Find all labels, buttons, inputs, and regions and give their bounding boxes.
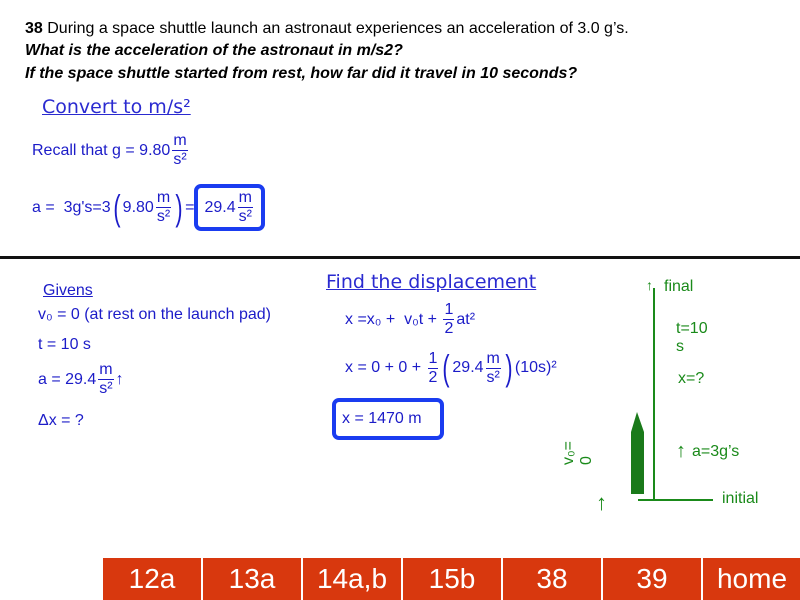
unit-num: m bbox=[155, 189, 172, 208]
label-time: t=10 s bbox=[676, 320, 708, 355]
ground-line bbox=[638, 499, 713, 501]
unit-num: m bbox=[172, 132, 188, 151]
nav-button-12a[interactable]: 12a bbox=[103, 558, 201, 600]
v0-arrow-icon: ↑ bbox=[596, 490, 607, 515]
eq2-time: (10s)² bbox=[514, 359, 557, 376]
label-accel: a=3g’s bbox=[692, 443, 740, 460]
rocket-icon bbox=[631, 412, 644, 494]
half-num: 1 bbox=[443, 301, 455, 320]
axis-arrow-icon: ↑ bbox=[646, 277, 653, 293]
conv-lhs: a = 3g's=3 bbox=[32, 198, 111, 216]
nav-button-13a[interactable]: 13a bbox=[203, 558, 301, 600]
unit-den: s² bbox=[156, 208, 171, 225]
given-dx: Δx = ? bbox=[38, 412, 84, 429]
displacement-heading: Find the displacement bbox=[326, 271, 537, 293]
accel-arrow-icon: ↑ bbox=[676, 440, 686, 462]
result-value: 29.4 bbox=[204, 198, 236, 216]
question-text: During a space shuttle launch an astrona… bbox=[47, 20, 629, 37]
label-x: x=? bbox=[678, 370, 705, 387]
conv-g: 9.80 bbox=[122, 198, 154, 216]
accel-conversion: a = 3g's=3(9.80 m s²) = 29.4 m s² bbox=[32, 184, 265, 231]
eq2-accel: 29.4 bbox=[452, 359, 484, 376]
question-line: 38 During a space shuttle launch an astr… bbox=[25, 20, 629, 38]
half-num: 1 bbox=[427, 349, 439, 369]
given-a: a = 29.4 m s² ↑ bbox=[38, 362, 124, 397]
unit-den: s² bbox=[99, 380, 113, 397]
question-2: If the space shuttle started from rest, … bbox=[25, 65, 578, 82]
answer-box: x = 1470 m bbox=[332, 398, 444, 440]
eq1-right: at² bbox=[456, 310, 476, 328]
divider bbox=[0, 256, 800, 259]
substituted-equation: x = 0 + 0 + 1 2(29.4 m s²) (10s)² bbox=[345, 347, 557, 388]
unit-num: m bbox=[237, 189, 253, 208]
nav-button-38[interactable]: 38 bbox=[503, 558, 601, 600]
given-v0: v₀ = 0 (at rest on the launch pad) bbox=[38, 306, 271, 323]
nav-button-home[interactable]: home bbox=[703, 558, 800, 600]
question-number: 38 bbox=[25, 20, 43, 37]
recall-g: Recall that g = 9.80 m s² bbox=[32, 133, 190, 168]
label-initial: initial bbox=[722, 490, 759, 507]
up-arrow-icon: ↑ bbox=[115, 370, 124, 388]
half-den: 2 bbox=[428, 368, 438, 386]
unit-num: m bbox=[485, 349, 501, 369]
nav-button-14ab[interactable]: 14a,b bbox=[303, 558, 401, 600]
half-den: 2 bbox=[444, 320, 454, 337]
equals: = bbox=[185, 198, 195, 216]
given-a-value: a = 29.4 bbox=[38, 370, 97, 388]
recall-text: Recall that g = 9.80 bbox=[32, 141, 171, 159]
nav-button-39[interactable]: 39 bbox=[603, 558, 701, 600]
given-t: t = 10 s bbox=[38, 336, 91, 353]
unit-num: m bbox=[98, 361, 114, 380]
nav-bar: 12a 13a 14a,b 15b 38 39 home bbox=[103, 558, 800, 600]
convert-heading: Convert to m/s² bbox=[42, 96, 191, 118]
unit-den: s² bbox=[486, 368, 500, 386]
result-box: 29.4 m s² bbox=[194, 184, 265, 231]
unit-den: s² bbox=[238, 208, 252, 225]
unit-den: s² bbox=[173, 151, 187, 168]
question-1: What is the acceleration of the astronau… bbox=[25, 42, 403, 59]
kinematic-equation: x =x₀ + v₀t + 1 2 at² bbox=[345, 302, 475, 337]
nav-button-15b[interactable]: 15b bbox=[403, 558, 501, 600]
label-final: final bbox=[664, 278, 694, 295]
eq1-left: x =x₀ + v₀t + bbox=[345, 310, 442, 328]
label-v0: v₀= 0 bbox=[560, 441, 595, 465]
eq2-left: x = 0 + 0 + bbox=[345, 359, 426, 376]
axis-line bbox=[653, 288, 655, 500]
givens-heading: Givens bbox=[43, 282, 93, 299]
